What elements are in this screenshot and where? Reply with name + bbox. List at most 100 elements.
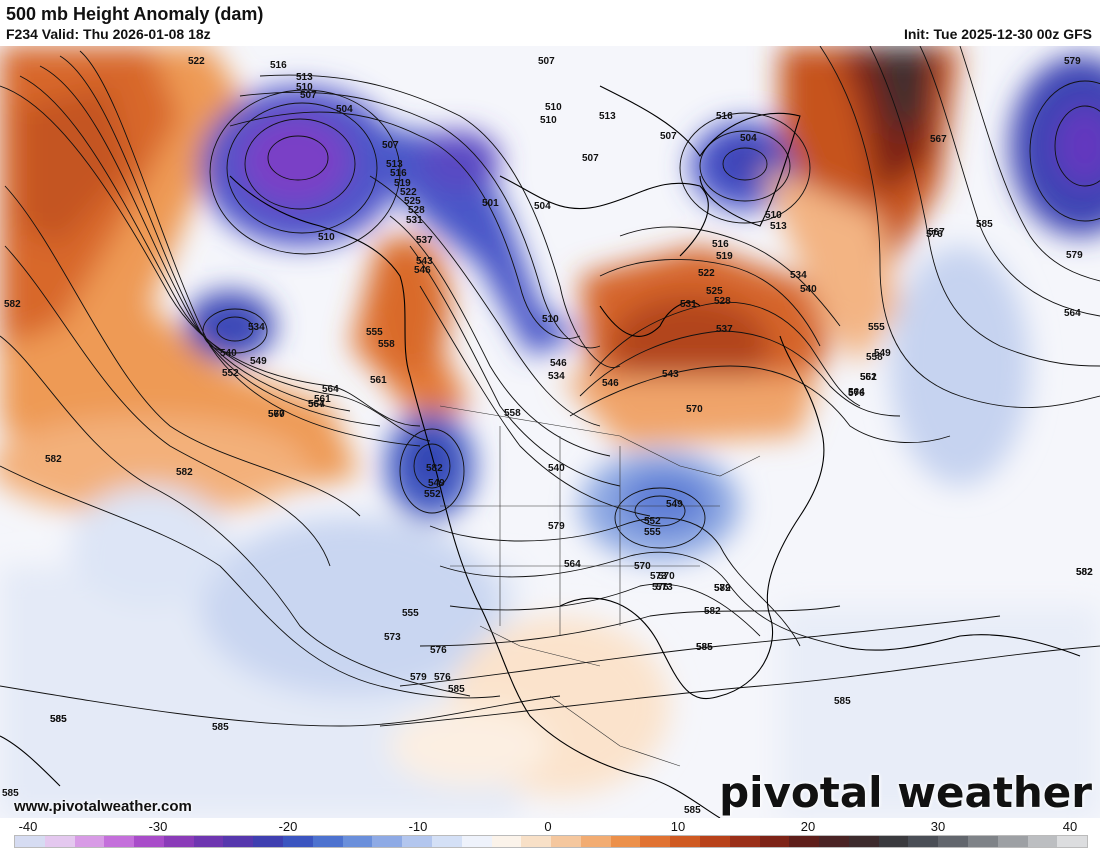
contour-label: 528 [408,205,425,216]
anomaly-map[interactable]: 522 516 513 510 507 504 507 510 513 516 … [0,46,1100,818]
contour-label: 537 [716,324,733,335]
colorbar-swatch [938,836,968,847]
contour-label: 555 [868,322,885,333]
contour-label: 558 [866,352,883,363]
contour-label: 516 [270,60,287,71]
map-svg: 522 516 513 510 507 504 507 510 513 516 … [0,46,1100,818]
contour-label: 549 [874,348,891,359]
contour-label: 516 [712,239,729,250]
colorbar-swatch [819,836,849,847]
contour-label: 504 [336,104,353,115]
contour-label: 582 [704,606,721,617]
colorbar-swatch [729,836,760,847]
contour-label: 534 [248,322,265,333]
contour-label: 510 [765,210,782,221]
contour-label: 573 [656,582,673,593]
colorbar-swatch [670,836,700,847]
colorbar-swatch [789,836,820,847]
contour-label: 582 [426,463,443,474]
contour-labels: 522 516 513 510 507 504 507 510 513 516 … [2,56,1093,816]
colorbar-swatch [134,836,164,847]
colorbar-swatch [699,836,730,847]
colorbar-ticks: -40 -30 -20 -10 0 10 20 30 40 [0,818,1100,834]
colorbar-tick: 20 [800,819,816,834]
contour-label: 567 [308,399,325,410]
colorbar-swatch [759,836,790,847]
contour-label: 567 [268,409,285,420]
contour-label: 522 [400,187,417,198]
init-time: Init: Tue 2025-12-30 00z GFS [903,26,1092,42]
contour-label: 510 [542,314,559,325]
contour-label: 510 [296,82,313,93]
contour-label: 582 [1076,567,1093,578]
contour-label: 555 [402,608,419,619]
contour-label: 576 [430,645,447,656]
pivotal-logo-icon: pivotal weather [719,768,1092,817]
contour-label: 519 [394,178,411,189]
contour-label: 567 [928,227,945,238]
colorbar-swatch [104,836,135,847]
colorbar-swatch [193,836,224,847]
colorbar-swatch [878,836,909,847]
colorbar-swatch [580,836,611,847]
contour-label: 570 [686,404,703,415]
contour-label: 516 [390,168,407,179]
contour-label: 525 [706,286,723,297]
contour-label: 507 [660,131,677,142]
colorbar-swatch [342,836,373,847]
contour-label: 504 [534,201,551,212]
colorbar-swatch [610,836,641,847]
contour-label: 564 [848,387,865,398]
contour-label: 516 [716,111,733,122]
contour-label: 585 [684,805,701,816]
coastlines [0,85,1081,818]
contour-label: 579 [410,672,427,683]
contour-label: 579 [1064,56,1081,67]
contour-label: 585 [212,722,229,733]
contour-label: 579 [1066,250,1083,261]
contour-label: 549 [250,356,267,367]
contour-label: 534 [790,270,807,281]
contour-label: 507 [538,56,555,67]
contour-label: 510 [318,232,335,243]
contour-label: 585 [696,642,713,653]
contour-label: 537 [416,235,433,246]
contour-label: 582 [4,299,21,310]
contour-label: 549 [428,478,445,489]
colorbar-swatch [253,836,284,847]
contour-label: 576 [652,582,669,593]
colorbar-swatch [1057,836,1088,847]
colorbar-swatch [74,836,105,847]
contour-label: 567 [930,134,947,145]
colorbar-tick: -40 [18,819,38,834]
website-credit: www.pivotalweather.com [14,798,192,815]
political-borders [439,405,761,767]
colorbar-swatch [461,836,492,847]
contour-label: 585 [50,714,67,725]
colorbar-swatch [283,836,313,847]
contour-label: 519 [716,251,733,262]
colorbar-swatch [312,836,343,847]
contour-label: 585 [834,696,851,707]
contour-label: 561 [860,372,877,383]
contour-label: 555 [366,327,383,338]
contour-label: 531 [680,299,697,310]
colorbar-swatch [491,836,522,847]
colorbar-swatch [372,836,403,847]
contour-label: 546 [602,378,619,389]
contour-label: 585 [696,642,713,653]
contour-label: 540 [800,284,817,295]
contour-label: 555 [644,527,661,538]
contour-label: 510 [540,115,557,126]
contour-label: 564 [308,399,325,410]
contour-label: 528 [714,296,731,307]
contour-label: 570 [658,571,675,582]
colorbar-swatch [431,836,462,847]
contour-label: 570 [268,409,285,420]
colorbar-tick: 10 [670,819,686,834]
contour-label: 576 [848,388,865,399]
contour-label: 540 [220,348,237,359]
contour-label: 513 [296,72,313,83]
contour-label: 558 [504,408,521,419]
colorbar-swatch [521,836,552,847]
